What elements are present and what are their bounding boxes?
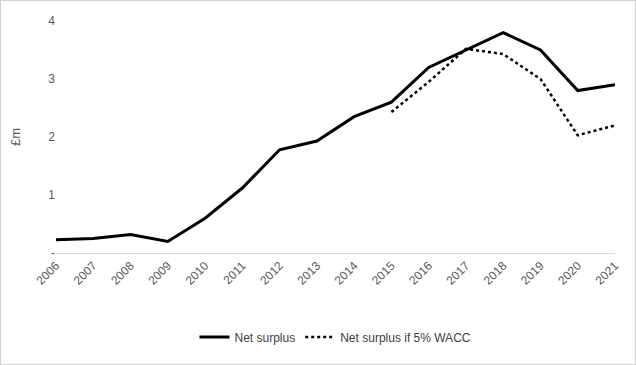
svg-text:2016: 2016 [406, 259, 435, 288]
svg-text:2006: 2006 [34, 259, 63, 288]
svg-text:2020: 2020 [555, 259, 584, 288]
svg-text:1: 1 [48, 188, 55, 202]
svg-text:Net surplus: Net surplus [235, 331, 296, 345]
svg-text:2012: 2012 [257, 259, 286, 288]
svg-text:2018: 2018 [481, 259, 510, 288]
svg-text:2007: 2007 [71, 259, 100, 288]
svg-text:2015: 2015 [369, 259, 398, 288]
svg-text:2017: 2017 [444, 259, 473, 288]
svg-text:2008: 2008 [108, 259, 137, 288]
svg-text:2021: 2021 [593, 259, 622, 288]
svg-text:2013: 2013 [294, 259, 323, 288]
svg-text:Net surplus if 5% WACC: Net surplus if 5% WACC [340, 331, 471, 345]
svg-text:2: 2 [48, 130, 55, 144]
svg-text:-: - [51, 246, 55, 260]
svg-text:£m: £m [8, 128, 23, 146]
svg-text:2010: 2010 [183, 259, 212, 288]
svg-text:4: 4 [48, 14, 55, 28]
svg-text:2009: 2009 [145, 259, 174, 288]
svg-text:3: 3 [48, 72, 55, 86]
svg-text:2019: 2019 [518, 259, 547, 288]
svg-text:2011: 2011 [221, 259, 249, 287]
svg-text:2014: 2014 [332, 259, 361, 288]
